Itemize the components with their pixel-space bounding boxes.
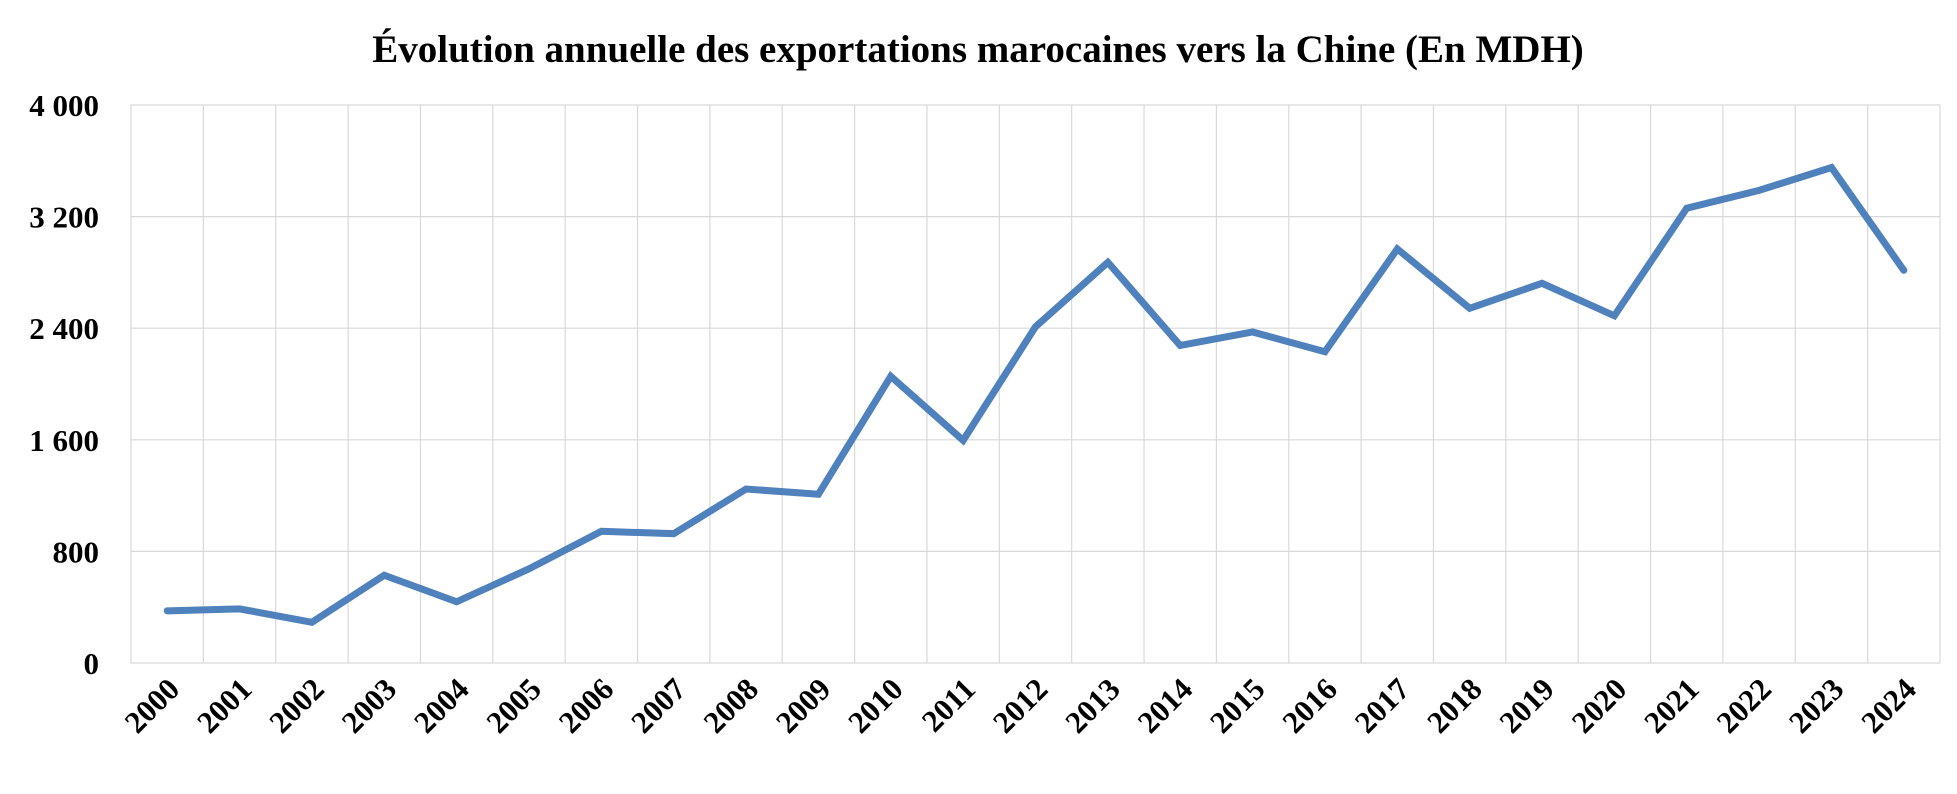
x-tick-label: 2002 [262,671,331,740]
x-tick-label: 2018 [1420,671,1489,740]
x-tick-label: 2014 [1131,671,1200,740]
x-tick-label: 2005 [479,671,548,740]
x-tick-label: 2015 [1203,671,1272,740]
x-tick-label: 2006 [552,671,621,740]
x-tick-label: 2021 [1637,671,1706,740]
x-tick-label: 2016 [1275,671,1344,740]
y-tick-label: 4 000 [29,88,99,123]
y-tick-label: 3 200 [29,200,99,235]
x-tick-label: 2012 [986,671,1055,740]
x-tick-label: 2011 [915,671,982,738]
y-tick-label: 2 400 [29,311,99,346]
x-tick-label: 2000 [118,671,187,740]
x-tick-label: 2001 [190,671,259,740]
series-layer [163,163,1908,626]
x-tick-label: 2009 [769,671,838,740]
x-tick-label: 2003 [335,671,404,740]
x-tick-label: 2004 [407,671,476,740]
gridlines [130,104,1941,664]
chart-title: Évolution annuelle des exportations maro… [372,27,1584,71]
y-tick-label: 800 [53,534,100,569]
x-tick-label: 2023 [1782,671,1851,740]
y-tick-label: 0 [84,646,100,681]
x-axis: 2000 2001 2002 2003 2004 2005 2006 2007 2008 2009… [118,671,1923,740]
series-line [163,163,1908,626]
x-tick-label: 2013 [1058,671,1127,740]
x-tick-label: 2024 [1854,671,1923,740]
x-tick-label: 2008 [696,671,765,740]
x-tick-label: 2020 [1565,671,1634,740]
y-axis: 0 800 1 600 2 400 3 200 4 000 [29,88,99,681]
y-tick-label: 1 600 [29,423,99,458]
x-tick-label: 2019 [1492,671,1561,740]
x-tick-label: 2017 [1348,671,1417,740]
x-tick-label: 2007 [624,671,693,740]
x-tick-label: 2022 [1709,671,1778,740]
x-tick-label: 2010 [841,671,910,740]
